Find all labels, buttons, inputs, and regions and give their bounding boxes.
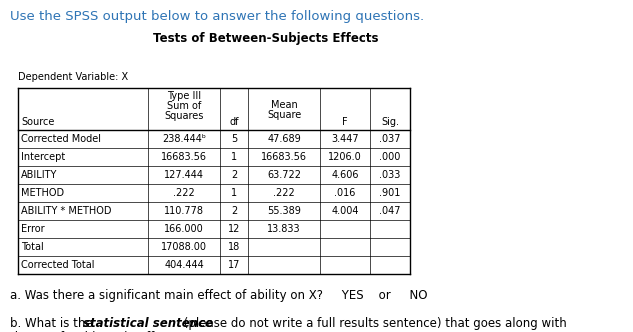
Text: 3.447: 3.447 — [331, 134, 359, 144]
Text: 17088.00: 17088.00 — [161, 242, 207, 252]
Text: Mean: Mean — [271, 100, 298, 110]
Text: METHOD: METHOD — [21, 188, 64, 198]
Text: statistical sentence: statistical sentence — [83, 317, 213, 330]
Text: .901: .901 — [379, 188, 401, 198]
Text: 238.444ᵇ: 238.444ᵇ — [162, 134, 206, 144]
Text: Type III: Type III — [167, 91, 201, 101]
Text: Sig.: Sig. — [381, 117, 399, 127]
Text: .047: .047 — [379, 206, 401, 216]
Text: .222: .222 — [273, 188, 295, 198]
Text: Sum of: Sum of — [167, 101, 201, 111]
Text: Source: Source — [21, 117, 54, 127]
Text: Intercept: Intercept — [21, 152, 65, 162]
Text: 5: 5 — [231, 134, 237, 144]
Text: Square: Square — [267, 110, 301, 120]
Text: Total: Total — [21, 242, 44, 252]
Text: Corrected Model: Corrected Model — [21, 134, 101, 144]
Text: ABILITY * METHOD: ABILITY * METHOD — [21, 206, 111, 216]
Text: 55.389: 55.389 — [267, 206, 301, 216]
Text: 16683.56: 16683.56 — [161, 152, 207, 162]
Text: the test for this main effect?: the test for this main effect? — [10, 331, 179, 332]
Text: 2: 2 — [231, 206, 237, 216]
Text: Dependent Variable: X: Dependent Variable: X — [18, 72, 128, 82]
Text: Use the SPSS output below to answer the following questions.: Use the SPSS output below to answer the … — [10, 10, 424, 23]
Text: 13.833: 13.833 — [267, 224, 301, 234]
Text: b. What is the: b. What is the — [10, 317, 96, 330]
Text: .000: .000 — [379, 152, 401, 162]
Text: 1: 1 — [231, 188, 237, 198]
Text: .222: .222 — [173, 188, 195, 198]
Text: 18: 18 — [228, 242, 240, 252]
Text: ABILITY: ABILITY — [21, 170, 58, 180]
Text: 404.444: 404.444 — [164, 260, 204, 270]
Text: 63.722: 63.722 — [267, 170, 301, 180]
Text: 12: 12 — [228, 224, 240, 234]
Text: 127.444: 127.444 — [164, 170, 204, 180]
Text: 4.004: 4.004 — [331, 206, 359, 216]
Text: a. Was there a significant main effect of ability on X?     YES    or     NO: a. Was there a significant main effect o… — [10, 289, 427, 302]
Text: 2: 2 — [231, 170, 237, 180]
Text: 47.689: 47.689 — [267, 134, 301, 144]
Text: df: df — [229, 117, 239, 127]
Text: .033: .033 — [379, 170, 401, 180]
Text: Squares: Squares — [165, 111, 204, 121]
Text: Corrected Total: Corrected Total — [21, 260, 94, 270]
Text: 1: 1 — [231, 152, 237, 162]
Text: .016: .016 — [334, 188, 356, 198]
Text: 16683.56: 16683.56 — [261, 152, 307, 162]
Text: (please do not write a full results sentence) that goes along with: (please do not write a full results sent… — [180, 317, 567, 330]
Text: 1206.0: 1206.0 — [328, 152, 362, 162]
Text: 166.000: 166.000 — [164, 224, 204, 234]
Text: .037: .037 — [379, 134, 401, 144]
Text: 110.778: 110.778 — [164, 206, 204, 216]
Text: Error: Error — [21, 224, 44, 234]
Text: F: F — [342, 117, 348, 127]
Text: Tests of Between-Subjects Effects: Tests of Between-Subjects Effects — [153, 32, 379, 45]
Text: 17: 17 — [228, 260, 240, 270]
Text: 4.606: 4.606 — [331, 170, 359, 180]
